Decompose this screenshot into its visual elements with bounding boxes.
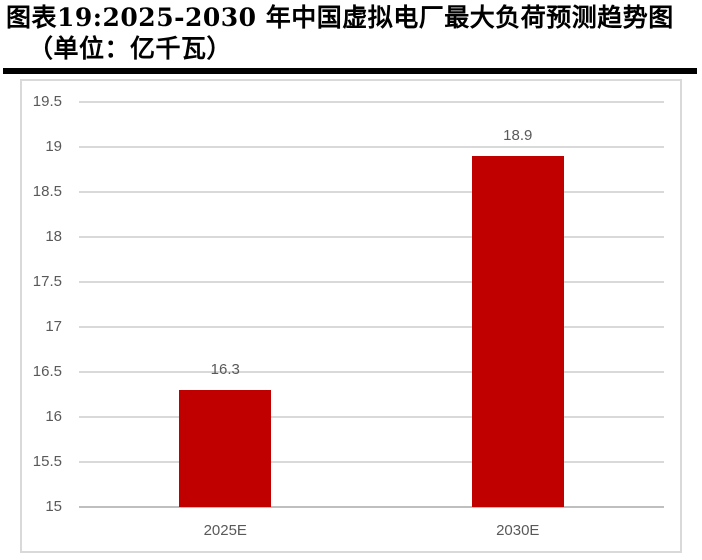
bar-chart: 19.5 19 18.5 18 17.5 17 16.5 16 15.5 15 16.3 2025E 1… [20, 79, 682, 553]
bar-2025E [179, 390, 272, 507]
gridline [79, 191, 664, 193]
x-axis-tick-label: 2030E [496, 522, 540, 539]
y-axis-tick-label: 19 [45, 138, 62, 155]
x-axis-line [79, 506, 664, 508]
gridline [79, 326, 664, 328]
gridline [79, 416, 664, 418]
chart-caption: 图表19:2025-2030 年中国虚拟电厂最大负荷预测趋势图 （单位：亿千瓦） [6, 2, 700, 64]
chart-caption-line1: 图表19:2025-2030 年中国虚拟电厂最大负荷预测趋势图 [6, 3, 674, 32]
bar-2030E [471, 156, 564, 507]
y-axis-tick-label: 16.5 [32, 363, 62, 380]
y-axis-tick-label: 15 [45, 498, 62, 515]
bar-value-label: 16.3 [210, 361, 240, 378]
gridline [79, 146, 664, 148]
caption-divider-rule [3, 68, 697, 74]
x-axis-tick-label: 2025E [203, 522, 247, 539]
gridline [79, 281, 664, 283]
y-axis-tick-label: 17 [45, 318, 62, 335]
gridline [79, 461, 664, 463]
y-axis-tick-label: 15.5 [32, 453, 62, 470]
gridline [79, 371, 664, 373]
y-axis-tick-label: 18.5 [32, 183, 62, 200]
y-axis-tick-label: 16 [45, 408, 62, 425]
y-axis-tick-label: 17.5 [32, 273, 62, 290]
chart-caption-line2: （单位：亿千瓦） [28, 34, 233, 63]
bar-value-label: 18.9 [503, 127, 533, 144]
y-axis-tick-label: 18 [45, 228, 62, 245]
y-axis-tick-label: 19.5 [32, 93, 62, 110]
gridline [79, 101, 664, 103]
gridline [79, 236, 664, 238]
